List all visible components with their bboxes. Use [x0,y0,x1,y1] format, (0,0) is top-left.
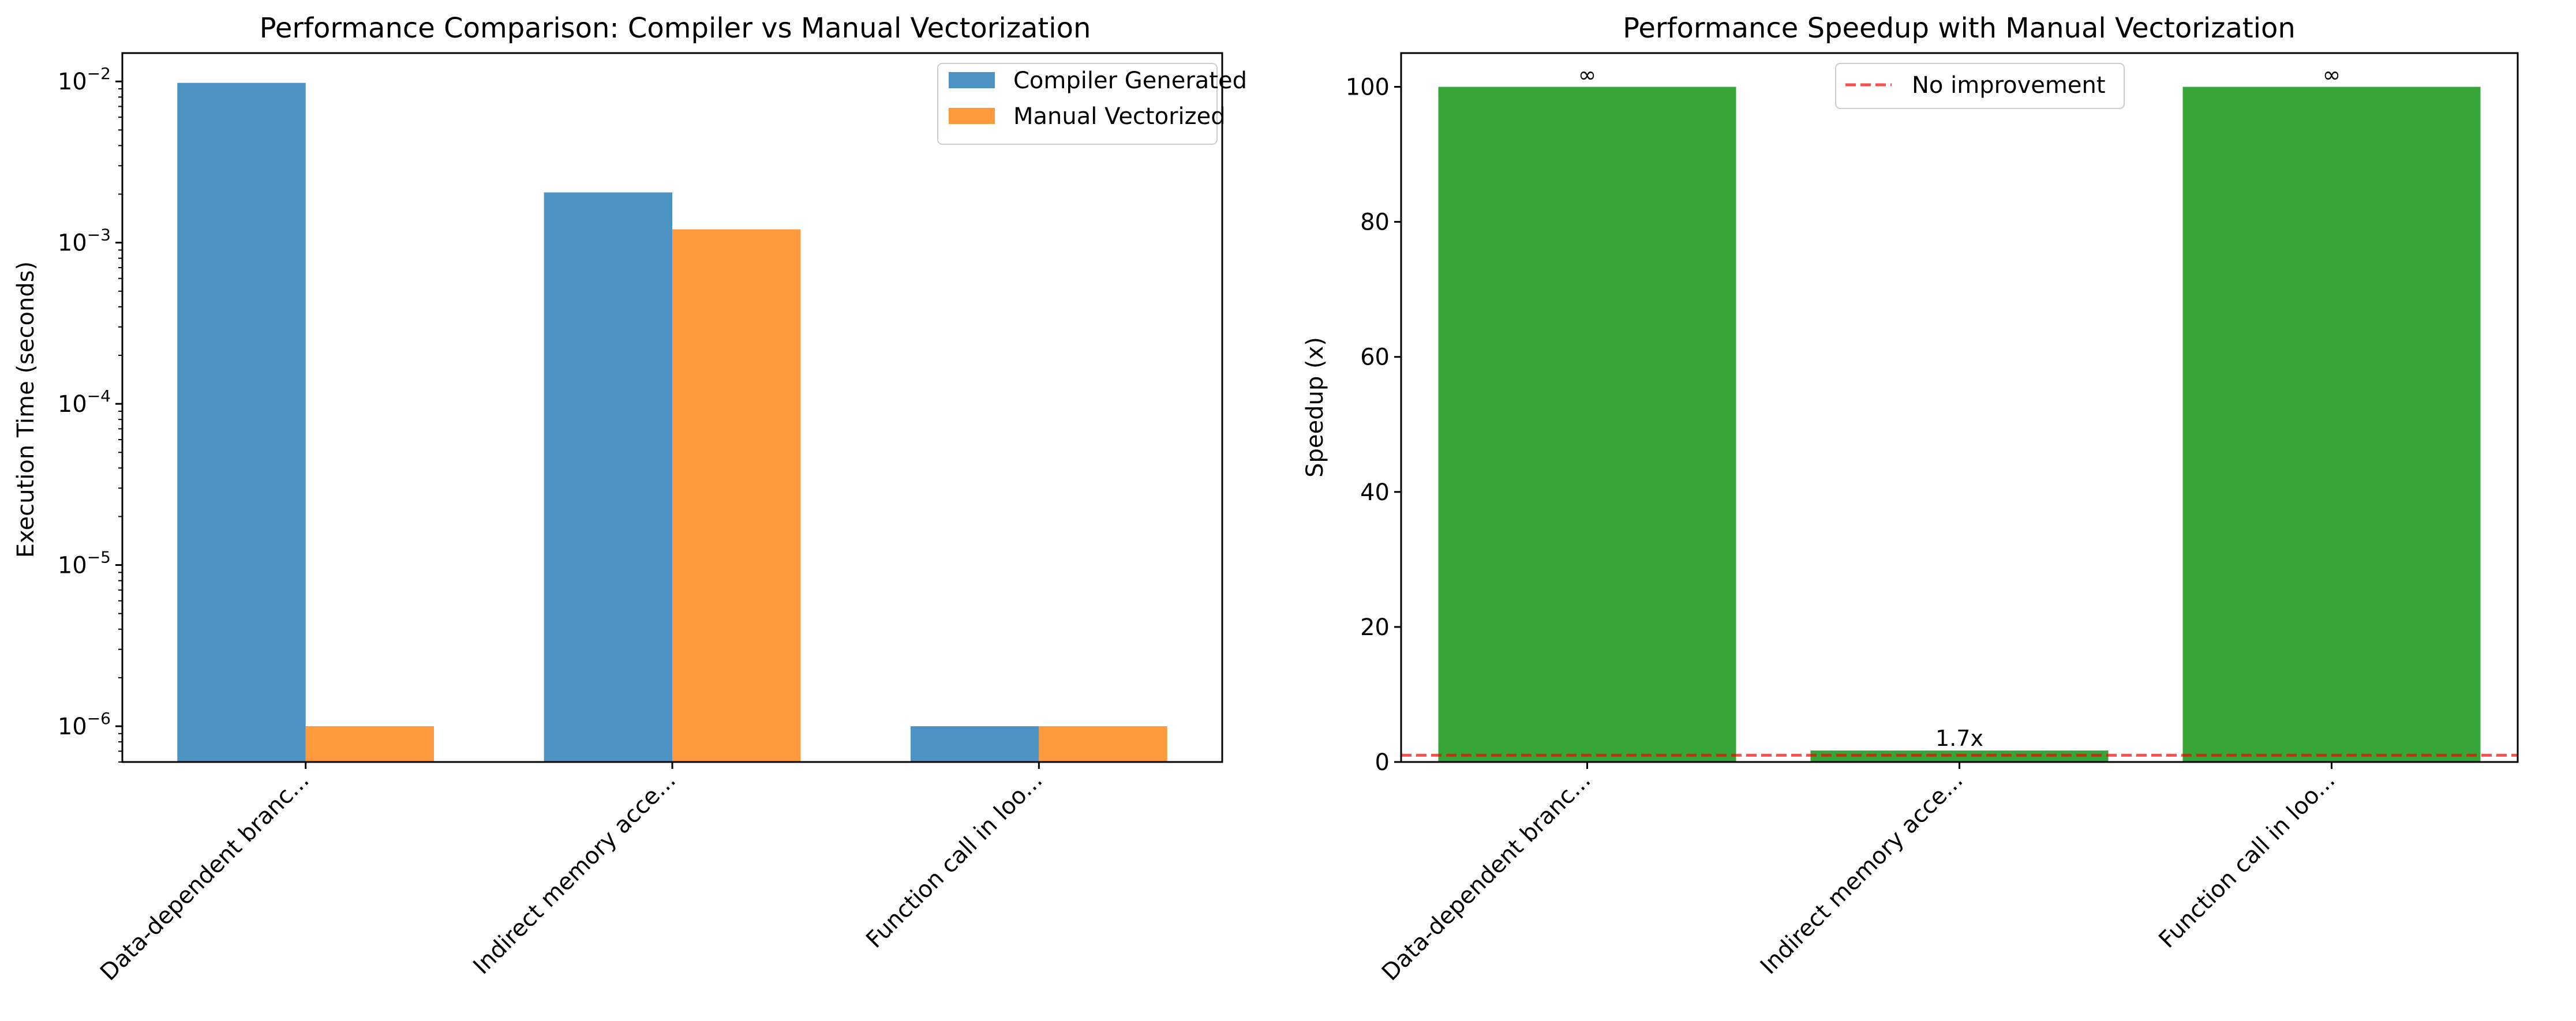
bar [177,82,306,762]
bar-value-label: ∞ [1578,62,1597,88]
y-tick-label: 0 [1375,749,1390,776]
y-tick-label: 10−6 [58,709,111,740]
y-tick-label: 10−2 [58,64,111,95]
y-axis-label: Speedup (x) [1302,337,1328,478]
y-tick-label: 100 [1346,74,1390,101]
chart-title: Performance Comparison: Compiler vs Manu… [260,12,1091,44]
legend-label-reference: No improvement [1912,72,2106,99]
y-tick-label: 40 [1360,479,1390,506]
bar-value-label: ∞ [2323,62,2341,88]
plot-frame [1400,52,2519,763]
bar [1438,87,1736,762]
bar [1039,726,1167,762]
y-tick-label: 10−5 [58,548,111,579]
bars: ∞ 1.7x ∞ [1438,62,2481,762]
legend-swatch-manual [949,108,995,124]
plot-frame [121,52,1223,763]
bar-value-label: 1.7x [1935,726,1983,751]
bar [2182,87,2481,762]
y-tick-label: 60 [1360,344,1390,371]
bar [544,192,672,763]
legend-swatch-compiler [949,72,995,88]
y-tick-label: 10−3 [58,226,111,257]
bar [672,229,801,762]
legend-label-compiler: Compiler Generated [1013,67,1247,94]
legend-label-manual: Manual Vectorized [1013,103,1226,130]
speedup-chart: Performance Speedup with Manual Vectoriz… [1302,12,2519,986]
y-axis-label: Execution Time (seconds) [13,261,39,558]
legend: No improvement [1835,63,2125,109]
chart-title: Performance Speedup with Manual Vectoriz… [1623,12,2296,44]
bar [305,726,435,762]
legend-box [937,63,1218,145]
y-tick-label: 80 [1360,209,1390,236]
y-ticks: 0 20 40 60 80 100 [1346,74,1401,776]
y-tick-label: 10−4 [58,386,111,418]
bar [910,726,1039,762]
y-ticks: 10−6 10−5 10−4 10−3 10−2 [58,64,122,763]
bars [177,82,1167,763]
legend-box [1835,63,2125,109]
legend: Compiler Generated Manual Vectorized [937,63,1247,145]
y-tick-label: 20 [1360,614,1390,641]
